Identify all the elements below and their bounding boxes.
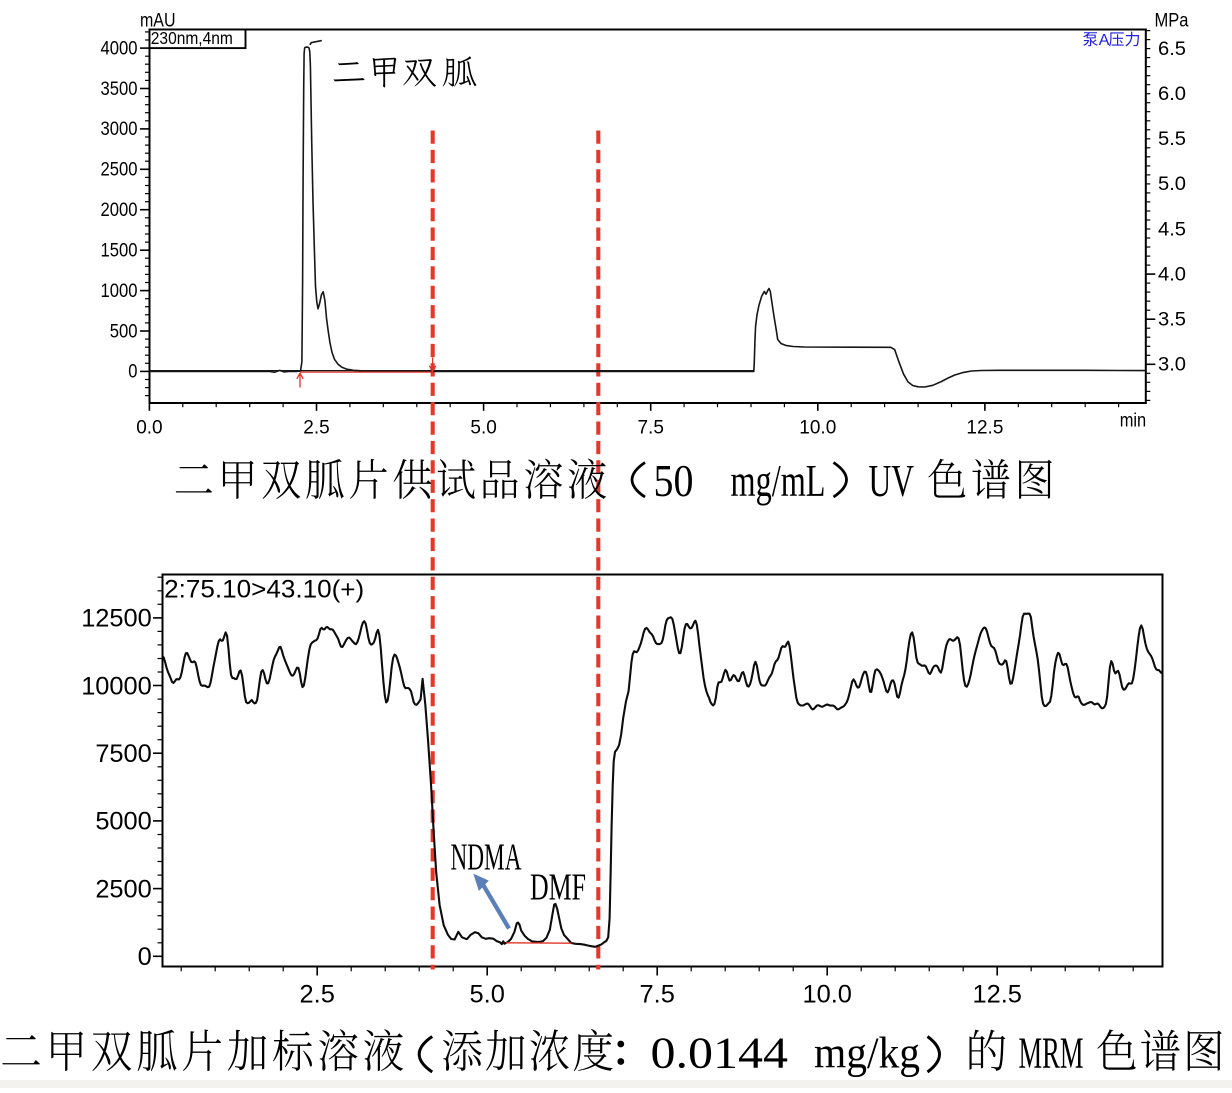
svg-text:6.0: 6.0 (1158, 84, 1186, 105)
svg-text:2.5: 2.5 (300, 981, 335, 1009)
svg-text:50: 50 (654, 456, 694, 506)
svg-text:10.0: 10.0 (802, 981, 851, 1009)
svg-text:mg/mL: mg/mL (731, 456, 826, 506)
svg-text:7.5: 7.5 (640, 981, 675, 1009)
svg-text:min: min (1120, 411, 1147, 432)
svg-text:2.5: 2.5 (303, 418, 329, 439)
svg-text:MPa: MPa (1155, 11, 1189, 32)
svg-text:5.0: 5.0 (470, 981, 505, 1009)
svg-text:A: A (1099, 32, 1110, 49)
svg-text:2500: 2500 (95, 875, 151, 903)
svg-text:2500: 2500 (101, 160, 138, 181)
svg-text:3500: 3500 (101, 79, 138, 100)
svg-text:1500: 1500 (101, 241, 138, 262)
svg-text:2000: 2000 (101, 200, 138, 221)
svg-text:0: 0 (138, 943, 152, 971)
svg-text:5.0: 5.0 (470, 418, 496, 439)
svg-text:5000: 5000 (95, 808, 151, 836)
svg-text:NDMA: NDMA (451, 837, 522, 879)
svg-text:2:75.10>43.10(+): 2:75.10>43.10(+) (164, 575, 364, 603)
svg-text:5.0: 5.0 (1158, 174, 1186, 195)
svg-text:1000: 1000 (101, 281, 138, 302)
svg-text:6.5: 6.5 (1158, 39, 1186, 60)
svg-text:12.5: 12.5 (966, 418, 1003, 439)
svg-text:500: 500 (110, 321, 138, 342)
svg-text:4000: 4000 (101, 38, 138, 59)
svg-text:12.5: 12.5 (972, 981, 1021, 1009)
svg-text:4.5: 4.5 (1158, 219, 1186, 240)
svg-text:4.0: 4.0 (1158, 264, 1186, 285)
svg-text:7500: 7500 (95, 740, 151, 768)
svg-text:0.0: 0.0 (136, 418, 162, 439)
svg-text:3.5: 3.5 (1158, 310, 1186, 331)
svg-text:UV: UV (869, 456, 915, 506)
svg-text:10000: 10000 (81, 672, 152, 700)
svg-text:3.0: 3.0 (1158, 355, 1186, 376)
svg-text:DMF: DMF (530, 867, 586, 909)
svg-text:3000: 3000 (101, 119, 138, 140)
svg-text:10.0: 10.0 (799, 418, 836, 439)
svg-text:7.5: 7.5 (637, 418, 663, 439)
svg-text:MRM: MRM (1019, 1029, 1084, 1078)
svg-text:5.5: 5.5 (1158, 129, 1186, 150)
svg-text:12500: 12500 (81, 605, 152, 633)
svg-text:0.0144: 0.0144 (651, 1029, 789, 1078)
svg-text:230nm,4nm: 230nm,4nm (151, 28, 233, 48)
svg-text:0: 0 (128, 362, 137, 383)
svg-text:mg/kg: mg/kg (814, 1029, 920, 1078)
